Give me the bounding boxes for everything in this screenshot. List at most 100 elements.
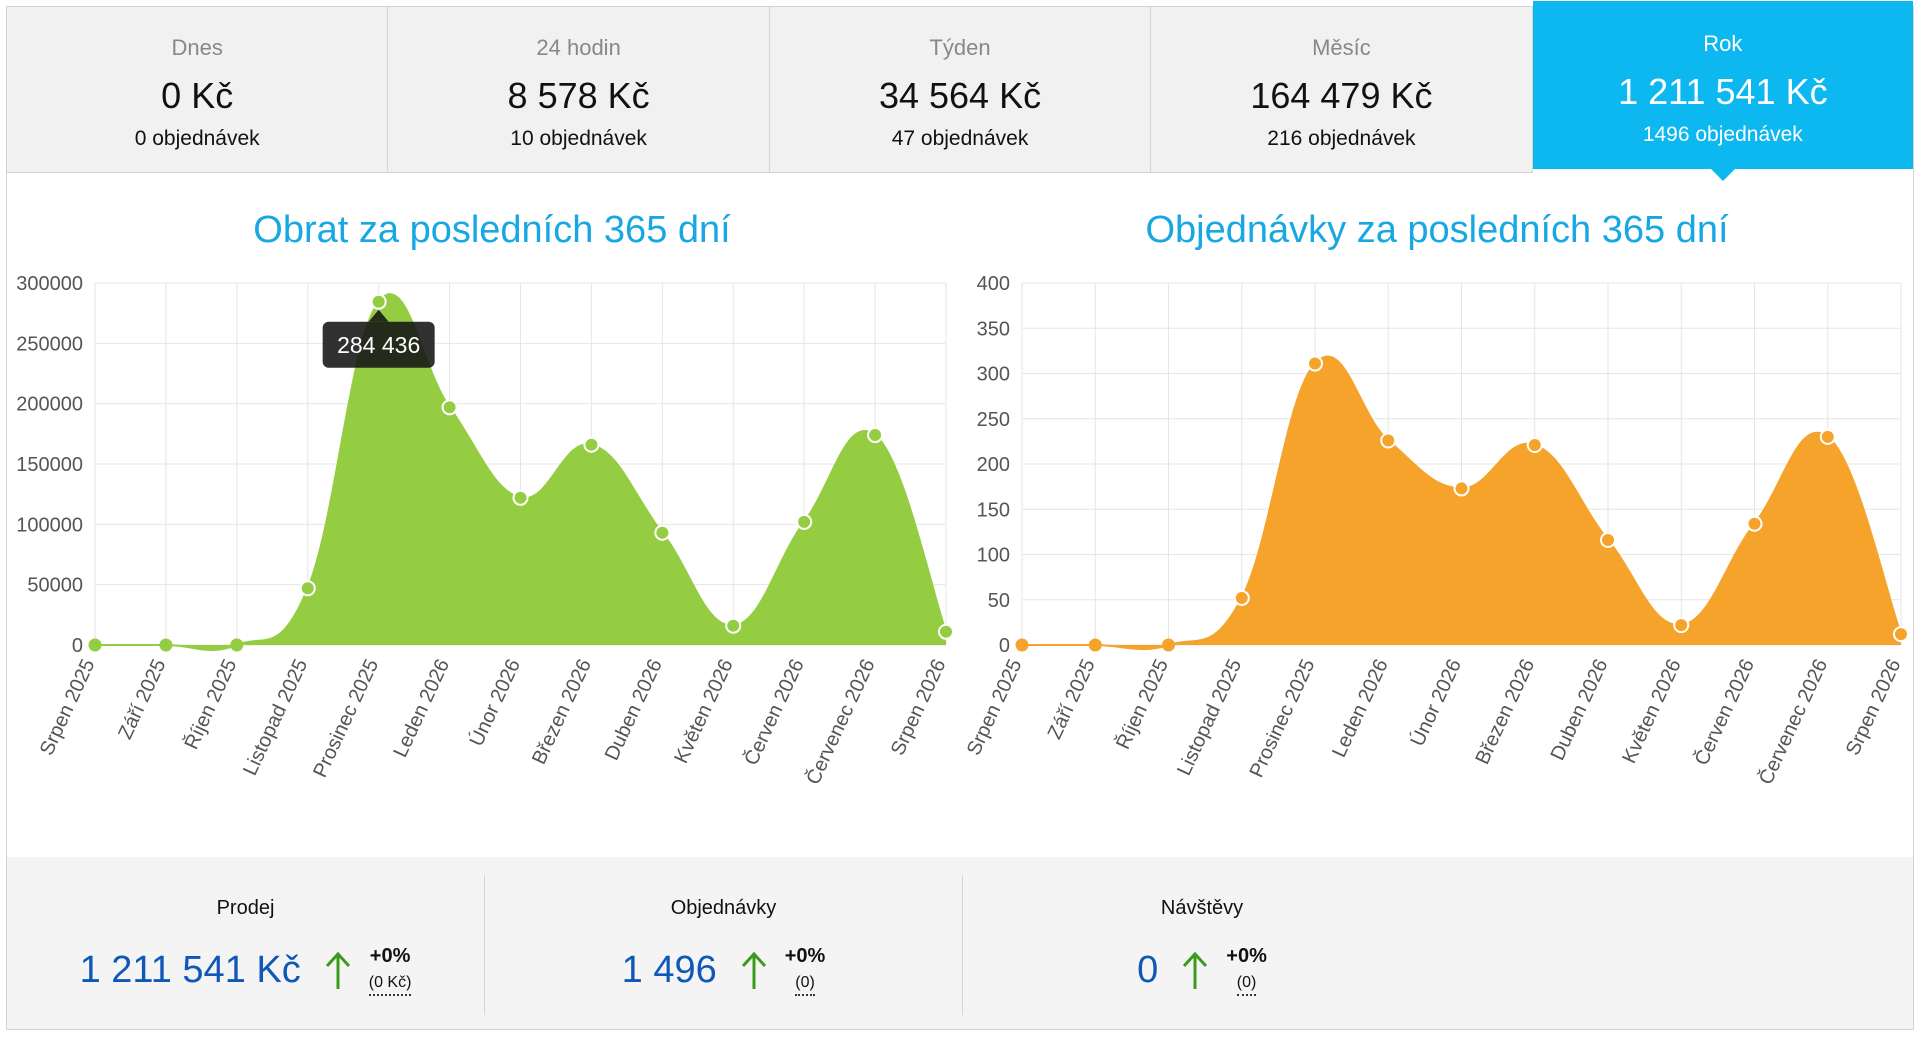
data-point[interactable]: [1015, 638, 1029, 652]
tab-week[interactable]: Týden 34 564 Kč 47 objednávek: [769, 7, 1152, 173]
y-tick-label: 300: [977, 364, 1010, 386]
stat-change-percent: +0%: [784, 945, 826, 967]
data-point[interactable]: [1526, 436, 1543, 453]
tab-revenue: 0 Kč: [161, 75, 234, 116]
stat-previous-value[interactable]: (0 Kč): [368, 974, 412, 996]
revenue-chart: 0 50000 100000 150000 200000 250000 300000 Srpe…: [16, 273, 954, 788]
tooltip-pointer: [368, 309, 389, 322]
stat-previous-value[interactable]: (0): [1236, 974, 1257, 996]
tab-label: Měsíc: [1312, 35, 1371, 60]
x-tick-label: Březen 2026: [528, 656, 596, 768]
stat-change-percent: +0%: [1226, 945, 1267, 967]
y-tick-label: 0: [72, 635, 83, 657]
tab-revenue: 34 564 Kč: [878, 75, 1042, 116]
arrow-up-icon: [325, 951, 350, 989]
stat-previous-value[interactable]: (0): [795, 974, 815, 996]
y-tick-label: 150000: [16, 454, 83, 476]
x-tick-label: Leden 2026: [1328, 656, 1393, 761]
data-point[interactable]: [230, 638, 244, 652]
revenue-chart-title: Obrat za posledních 365 dní: [253, 209, 731, 251]
tab-24-hours[interactable]: 24 hodin 8 578 Kč 10 objednávek: [388, 7, 770, 173]
tab-today[interactable]: Dnes 0 Kč 0 objednávek: [7, 7, 389, 173]
y-tick-label: 50000: [27, 575, 83, 597]
x-tick-label: Květen 2026: [1618, 656, 1685, 767]
data-point[interactable]: [583, 436, 600, 453]
x-tick-label: Březen 2026: [1471, 656, 1539, 768]
tab-orders: 216 objednávek: [1267, 127, 1416, 150]
data-point[interactable]: [370, 293, 387, 310]
x-tick-label: Listopad 2025: [239, 656, 312, 779]
tab-orders: 0 objednávek: [134, 127, 260, 150]
tab-revenue: 1 211 541 Kč: [1618, 71, 1828, 112]
data-point[interactable]: [938, 623, 954, 640]
tab-orders: 10 objednávek: [510, 127, 647, 150]
data-point[interactable]: [1088, 638, 1102, 652]
y-tick-label: 150: [977, 499, 1010, 521]
dashboard-frame: Dnes 0 Kč 0 objednávek 24 hodin 8 578 Kč…: [6, 1, 1914, 1030]
x-tick-label: Únor 2026: [1406, 655, 1466, 749]
x-tick-label: Červen 2026: [739, 655, 808, 769]
data-point[interactable]: [159, 638, 173, 652]
data-point[interactable]: [654, 524, 671, 541]
x-tick-label: Duben 2026: [1547, 656, 1613, 764]
arrow-up-icon: [741, 951, 766, 989]
data-point[interactable]: [441, 399, 458, 416]
data-point[interactable]: [1453, 480, 1470, 497]
data-point[interactable]: [796, 513, 813, 530]
stat-sales: Prodej 1 211 541 Kč +0% (0 Kč): [7, 875, 485, 1015]
y-tick-label: 300000: [16, 273, 83, 295]
x-tick-label: Leden 2026: [390, 656, 455, 761]
data-point[interactable]: [1307, 355, 1323, 372]
y-tick-label: 400: [977, 273, 1010, 295]
y-tick-label: 250000: [16, 333, 83, 355]
stat-label: Návštěvy: [1160, 897, 1244, 919]
y-tick-label: 100: [977, 545, 1010, 567]
x-tick-label: Červenec 2026: [1754, 655, 1832, 788]
tab-month[interactable]: Měsíc 164 479 Kč 216 objednávek: [1151, 7, 1533, 173]
tooltip-box: [322, 321, 435, 368]
stat-value: 0: [1137, 949, 1159, 991]
data-point[interactable]: [1673, 617, 1690, 634]
data-point[interactable]: [1380, 432, 1397, 449]
data-point[interactable]: [512, 489, 529, 506]
y-tick-label: 50: [988, 590, 1010, 612]
tab-label: Rok: [1703, 31, 1743, 56]
summary-stats: Prodej 1 211 541 Kč +0% (0 Kč) Objednávk…: [7, 857, 1913, 1029]
y-tick-label: 200: [977, 454, 1010, 476]
stat-orders: Objednávky 1 496 +0% (0): [485, 875, 963, 1015]
x-tick-label: Červen 2026: [1690, 655, 1759, 769]
area-series: [95, 294, 946, 651]
y-tick-label: 350: [977, 318, 1010, 340]
orders-chart: 0 50 100 150 200 250 300 350 400 Srpen 2025 Září 2…: [963, 273, 1909, 788]
data-point[interactable]: [88, 638, 102, 652]
x-tick-label: Srpen 2026: [887, 656, 951, 759]
data-point[interactable]: [1600, 532, 1616, 549]
data-point[interactable]: [1819, 428, 1836, 445]
data-point[interactable]: [867, 427, 884, 444]
data-point[interactable]: [1233, 589, 1250, 606]
x-tick-label: Prosinec 2025: [1246, 656, 1320, 781]
x-tick-label: Srpen 2025: [963, 656, 1027, 759]
tab-label: 24 hodin: [536, 35, 621, 60]
y-tick-label: 100000: [16, 514, 83, 536]
data-point[interactable]: [299, 580, 316, 597]
orders-chart-title: Objednávky za posledních 365 dní: [1145, 209, 1729, 251]
data-point[interactable]: [1893, 626, 1909, 643]
tooltip-text: 284 436: [337, 332, 420, 358]
tab-revenue: 8 578 Kč: [507, 75, 650, 116]
x-tick-label: Listopad 2025: [1173, 656, 1246, 779]
tab-label: Týden: [929, 35, 991, 60]
x-tick-label: Únor 2026: [465, 655, 525, 749]
x-tick-label: Srpen 2025: [36, 656, 100, 759]
period-tabs: Dnes 0 Kč 0 objednávek 24 hodin 8 578 Kč…: [7, 1, 1914, 181]
series-line: [1021, 355, 1902, 651]
tab-year[interactable]: Rok 1 211 541 Kč 1496 objednávek: [1532, 1, 1914, 181]
stat-label: Objednávky: [670, 897, 777, 919]
x-tick-label: Říjen 2025: [1111, 655, 1173, 752]
tab-label: Dnes: [171, 35, 223, 60]
y-tick-label: 250: [977, 409, 1010, 431]
data-point[interactable]: [725, 617, 742, 634]
data-point[interactable]: [1746, 515, 1763, 532]
data-point[interactable]: [1162, 638, 1175, 652]
x-tick-label: Srpen 2026: [1842, 656, 1906, 759]
